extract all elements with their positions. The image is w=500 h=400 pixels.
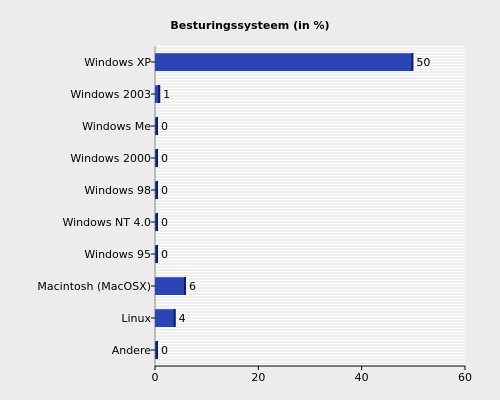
bar-edge — [156, 149, 158, 167]
value-label: 0 — [161, 344, 168, 357]
category-label: Windows 2000 — [70, 152, 151, 165]
category-label: Andere — [112, 344, 152, 357]
category-label: Windows 95 — [84, 248, 151, 261]
value-label: 4 — [179, 312, 186, 325]
value-label: 0 — [161, 152, 168, 165]
category-label: Windows XP — [84, 56, 151, 69]
value-label: 0 — [161, 216, 168, 229]
bar-edge — [184, 277, 186, 295]
bar-edge — [158, 85, 161, 103]
bar-edge — [156, 181, 158, 199]
bar — [155, 309, 176, 327]
bar-edge — [156, 341, 158, 359]
bar-edge — [411, 53, 414, 71]
value-label: 1 — [163, 88, 170, 101]
bar — [155, 85, 161, 103]
value-label: 50 — [416, 56, 430, 69]
value-label: 6 — [189, 280, 196, 293]
bar — [155, 53, 414, 71]
bar-edge — [156, 213, 158, 231]
category-label: Windows Me — [82, 120, 151, 133]
category-label: Windows 2003 — [70, 88, 151, 101]
x-tick-label: 0 — [152, 371, 159, 384]
chart-title: Besturingssysteem (in %) — [170, 19, 329, 32]
value-label: 0 — [161, 248, 168, 261]
category-label: Macintosh (MacOSX) — [37, 280, 151, 293]
value-label: 0 — [161, 120, 168, 133]
plot-area: Windows XP 50 Windows 2003 1 Windows Me 0 Wind… — [37, 46, 472, 384]
x-tick-label: 60 — [458, 371, 472, 384]
value-label: 0 — [161, 184, 168, 197]
category-label: Linux — [121, 312, 151, 325]
bar-edge — [173, 309, 176, 327]
bar — [155, 277, 186, 295]
x-tick-label: 20 — [251, 371, 265, 384]
bar-edge — [156, 245, 158, 263]
x-tick-label: 40 — [355, 371, 369, 384]
category-label: Windows 98 — [84, 184, 151, 197]
bar-edge — [156, 117, 158, 135]
category-label: Windows NT 4.0 — [62, 216, 151, 229]
